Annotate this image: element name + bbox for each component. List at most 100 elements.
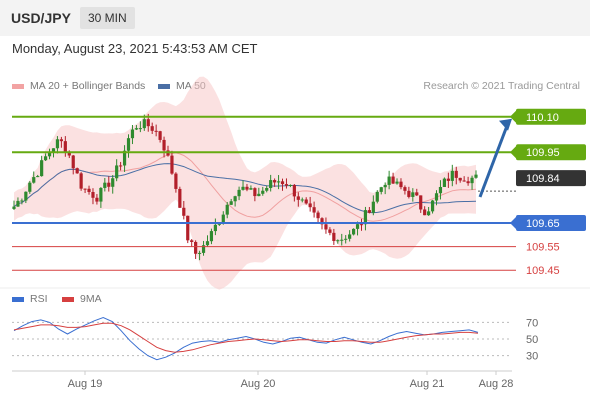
rsi-ma-line [13, 322, 479, 353]
bollinger-band [14, 76, 476, 290]
candle-body [233, 196, 237, 202]
candle-body [47, 152, 52, 157]
candle-body [20, 200, 24, 202]
candle-body [229, 201, 233, 205]
candle-body [122, 150, 127, 166]
level-label: 109.95 [526, 147, 560, 159]
candle-body [209, 231, 214, 242]
candle-body [355, 224, 360, 229]
candle-body [344, 238, 348, 240]
candle-body [134, 128, 139, 130]
candle-body [316, 212, 320, 219]
candle-body [438, 186, 443, 194]
candle-body [126, 138, 131, 151]
candle-body [16, 200, 20, 207]
candle-body [99, 187, 103, 202]
level-label-box [516, 144, 586, 161]
candle-body [142, 119, 146, 129]
chart-header: USD/JPY 30 MIN [0, 0, 590, 36]
candle-body [43, 156, 48, 161]
candle-body [261, 190, 265, 194]
candle-body [257, 193, 261, 197]
candle-body [403, 187, 407, 191]
candle-body [205, 241, 210, 246]
current-price-box [516, 170, 586, 187]
ma50-swatch-icon [158, 83, 170, 89]
candle-body [130, 129, 135, 139]
level-label-pointer [510, 146, 516, 159]
candle-body [359, 224, 364, 226]
candle-body [450, 170, 454, 181]
candle-body [415, 192, 419, 196]
candle-body [55, 139, 60, 149]
candle-body [454, 170, 458, 178]
candle-body [474, 174, 478, 178]
bollinger-swatch-icon [12, 83, 24, 89]
candle-body [470, 177, 474, 184]
candle-body [28, 182, 32, 192]
chart-datetime: Monday, August 23, 2021 5:43:53 AM CET [12, 41, 258, 56]
candle-body [79, 173, 83, 189]
candle-body [12, 206, 16, 209]
candle-body [363, 210, 368, 225]
candle-body [466, 181, 470, 184]
candle-body [336, 240, 340, 242]
candle-body [273, 180, 277, 183]
candle-body [40, 160, 44, 177]
candle-body [430, 200, 435, 212]
candle-body [194, 241, 198, 254]
candle-body [280, 181, 285, 185]
candle-body [324, 224, 328, 230]
candle-body [320, 218, 324, 225]
candle-body [411, 192, 415, 197]
candle-body [328, 229, 332, 233]
candle-body [423, 209, 427, 216]
forecast-arrow [478, 125, 509, 198]
candle-body [186, 215, 190, 241]
candle-body [213, 224, 217, 232]
candle-body [249, 188, 253, 190]
symbol-label: USD/JPY [11, 10, 71, 26]
candle-body [119, 165, 123, 167]
candle-body [300, 199, 304, 201]
candle-body [51, 148, 56, 153]
candle-body [391, 176, 395, 184]
candle-body [24, 191, 28, 201]
level-label: 109.45 [526, 265, 560, 277]
timeframe-button[interactable]: 30 MIN [80, 7, 135, 29]
candle-body [245, 186, 249, 190]
candle-body [138, 128, 142, 130]
candle-body [419, 195, 423, 210]
candle-body [427, 211, 431, 216]
candle-body [462, 180, 466, 182]
level-label: 109.55 [526, 242, 560, 254]
candle-body [379, 187, 383, 192]
current-price-tag: 109.84 [516, 170, 586, 187]
x-tick-label: Aug 28 [479, 378, 514, 390]
candle-body [399, 181, 403, 188]
candle-body [201, 245, 206, 253]
candle-body [162, 139, 166, 151]
candle-body [103, 182, 107, 188]
x-tick-label: Aug 21 [410, 378, 445, 390]
candle-body [71, 155, 75, 169]
candle-body [308, 203, 312, 208]
rsi-line [13, 316, 479, 361]
candle-body [312, 207, 316, 213]
legend-rsi: RSI [12, 293, 48, 305]
candle-body [237, 189, 241, 197]
candle-body [174, 173, 178, 189]
candle-body [304, 199, 308, 204]
level-label: 109.65 [526, 218, 560, 230]
candle-body [253, 188, 257, 197]
candle-body [197, 252, 202, 254]
candle-body [83, 188, 87, 190]
candle-body [284, 184, 289, 186]
candle-body [170, 155, 174, 174]
candle-body [269, 180, 273, 189]
candle-body [332, 232, 336, 241]
candle-body [225, 204, 229, 215]
candle-body [375, 191, 379, 202]
candle-body [178, 188, 182, 208]
